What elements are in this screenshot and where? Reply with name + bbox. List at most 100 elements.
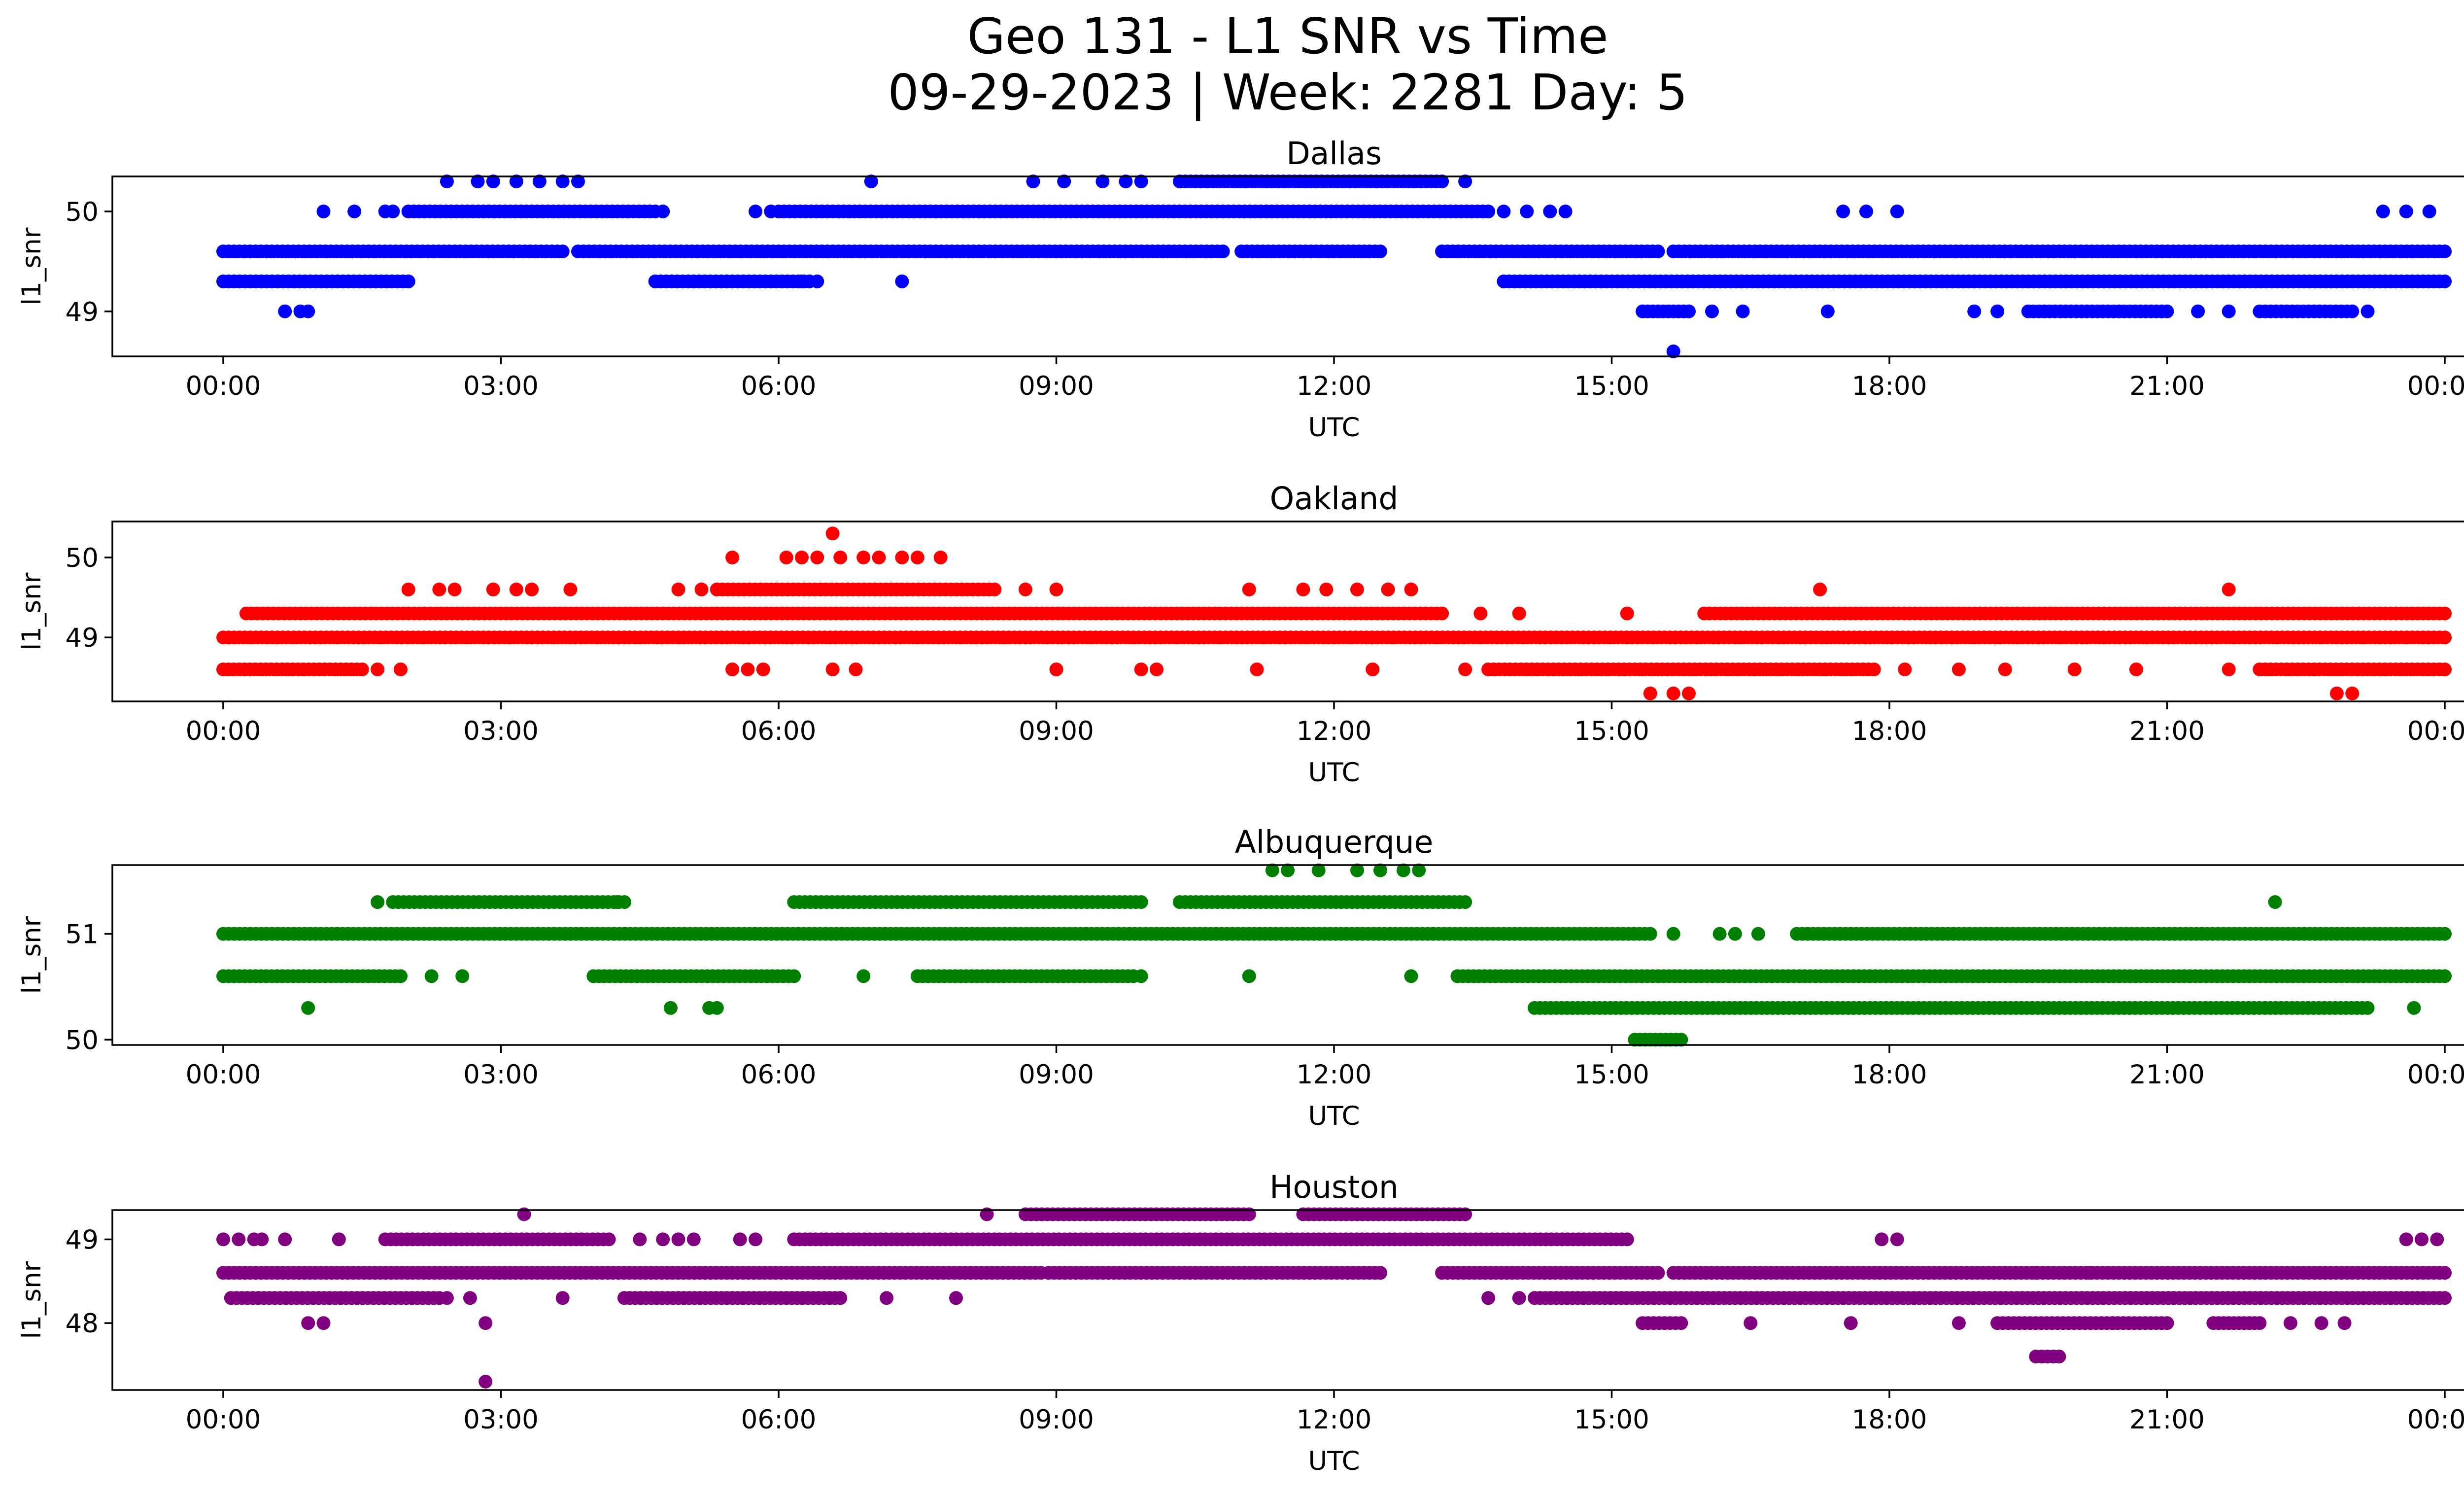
subplot-houston: Houston 00:00 03:00 06:00 09:00 12:00 15:00 18:…: [17, 1169, 2464, 1476]
data-point: [301, 304, 315, 318]
x-tick-label: 03:00: [463, 371, 539, 401]
data-point: [1751, 927, 1765, 941]
data-point: [1473, 606, 1488, 621]
data-point: [2222, 582, 2236, 596]
data-point: [1666, 344, 1680, 358]
data-point: [1216, 244, 1230, 259]
data-point: [1049, 582, 1063, 596]
data-point: [1651, 244, 1665, 259]
data-point: [2067, 662, 2082, 677]
data-point: [1296, 582, 1310, 596]
data-point: [1350, 863, 1364, 877]
data-point: [2438, 606, 2452, 621]
x-tick-label: 18:00: [1852, 1060, 1927, 1090]
data-point: [1859, 205, 1873, 218]
data-point: [1712, 927, 1727, 941]
data-point: [2052, 1350, 2066, 1364]
x-tick-label: 15:00: [1574, 1405, 1649, 1435]
data-point: [232, 1232, 246, 1247]
y-tick-label: 49: [66, 1225, 99, 1255]
data-point: [1049, 662, 1063, 677]
data-point: [278, 1232, 292, 1247]
figure-title-line1: Geo 131 - L1 SNR vs Time: [967, 7, 1608, 65]
data-point: [1373, 1266, 1387, 1280]
x-tick-label: 09:00: [1019, 716, 1094, 746]
data-point: [756, 662, 770, 677]
x-tick-label: 00:00: [2407, 1405, 2464, 1435]
data-point: [2407, 1001, 2421, 1015]
x-tick-label: 09:00: [1019, 1060, 1094, 1090]
data-point: [1951, 1316, 1966, 1330]
data-point: [1836, 205, 1850, 218]
figure-title-line2: 09-29-2023 | Week: 2281 Day: 5: [888, 64, 1687, 121]
x-tick-label: 12:00: [1297, 716, 1372, 746]
scatter-series: [216, 863, 2452, 1047]
data-point: [1998, 662, 2012, 677]
data-point: [401, 274, 415, 288]
data-point: [532, 174, 547, 189]
y-axis-label: l1_snr: [17, 916, 47, 994]
data-point: [1951, 662, 1966, 677]
subplot-title: Houston: [1269, 1169, 1399, 1205]
data-point: [1813, 582, 1827, 596]
x-tick-label: 12:00: [1297, 1060, 1372, 1090]
data-point: [555, 244, 570, 259]
subplot-title: Oakland: [1270, 481, 1399, 517]
data-point: [1728, 927, 1742, 941]
data-point: [1381, 582, 1395, 596]
data-point: [1643, 927, 1657, 941]
data-point: [933, 551, 948, 564]
x-tick-label: 15:00: [1574, 1060, 1649, 1090]
x-tick-label: 00:00: [2407, 1060, 2464, 1090]
data-point: [1558, 205, 1573, 218]
data-point: [2314, 1316, 2328, 1330]
x-tick-label: 09:00: [1019, 1405, 1094, 1435]
data-point: [1620, 1232, 1634, 1247]
data-point: [856, 551, 871, 564]
data-point: [316, 1316, 331, 1330]
data-point: [2438, 927, 2452, 941]
data-point: [563, 582, 578, 596]
x-tick-label: 00:00: [186, 716, 261, 746]
data-point: [486, 582, 500, 596]
subplot-title: Dallas: [1286, 136, 1382, 172]
data-point: [471, 174, 485, 189]
data-point: [1682, 304, 1696, 318]
data-point: [1134, 662, 1148, 677]
y-tick-label: 48: [66, 1309, 99, 1339]
data-point: [733, 1232, 747, 1247]
data-point: [1404, 582, 1418, 596]
data-point: [2438, 969, 2452, 983]
data-point: [1898, 662, 1912, 677]
data-point: [447, 582, 462, 596]
data-point: [895, 551, 909, 564]
data-point: [1396, 863, 1410, 877]
data-point: [779, 551, 793, 564]
data-point: [2438, 274, 2452, 288]
data-point: [2106, 1316, 2120, 1330]
subplot-title: Albuquerque: [1235, 824, 1434, 860]
data-point: [1057, 174, 1071, 189]
data-point: [1643, 686, 1657, 700]
data-point: [1242, 582, 1256, 596]
data-point: [1998, 1266, 2012, 1280]
data-point: [432, 582, 446, 596]
data-point: [2361, 304, 2375, 318]
y-axis-label: l1_snr: [17, 1261, 47, 1339]
x-tick-label: 06:00: [741, 1405, 817, 1435]
y-tick-label: 49: [66, 623, 99, 653]
data-point: [810, 274, 824, 288]
data-point: [216, 1232, 230, 1247]
data-point: [440, 174, 454, 189]
data-point: [1520, 205, 1534, 218]
data-point: [1967, 304, 1982, 318]
data-point: [1674, 1033, 1688, 1047]
data-point: [316, 205, 331, 218]
plot-frame: [111, 175, 2464, 357]
data-point: [1736, 304, 1750, 318]
data-point: [1435, 174, 1449, 189]
data-point: [1820, 304, 1835, 318]
data-point: [602, 1232, 616, 1247]
data-point: [1666, 927, 1680, 941]
